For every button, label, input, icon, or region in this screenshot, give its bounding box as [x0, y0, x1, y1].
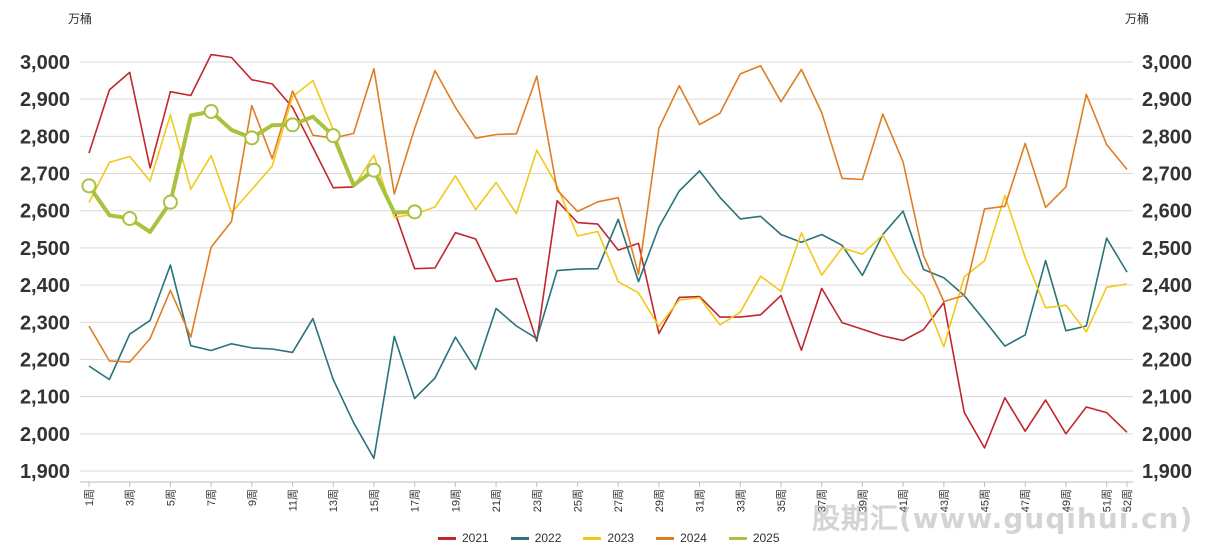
y-tick-label-left: 2,600: [20, 201, 70, 223]
y-tick-label-right: 2,300: [1142, 312, 1192, 334]
x-tick-label: 37周: [816, 489, 829, 512]
legend-swatch: [728, 536, 747, 540]
x-tick-label: 41周: [897, 489, 910, 512]
x-tick-label: 29周: [653, 489, 666, 512]
legend-item-2022: 2022: [510, 531, 562, 545]
legend-item-2025: 2025: [728, 531, 780, 545]
watermark: 股期汇(www.guqihui.cn): [812, 502, 1194, 535]
legend-label: 2024: [680, 531, 707, 545]
x-tick-label: 3周: [124, 489, 137, 506]
y-tick-label-right: 2,100: [1142, 387, 1192, 409]
y-tick-label-right: 2,900: [1142, 89, 1192, 111]
x-tick-label: 13周: [327, 489, 340, 512]
y-tick-label-left: 2,400: [20, 275, 70, 297]
legend: 2021 2022 2023 2024 2025: [438, 531, 780, 545]
x-axis: 1周 3周 5周 7周 9周 11周 13周 15周 17周 19周 21周 23周 25周 27周 29周…: [80, 481, 1134, 512]
x-tick-label: 39周: [856, 489, 869, 512]
series-line-2022: [88, 170, 1128, 460]
point-marker-2025: [122, 211, 138, 227]
x-tick-label: 47周: [1019, 489, 1032, 512]
series-markers: [81, 103, 423, 227]
x-tick-label: 11周: [287, 489, 300, 511]
y-tick-label-left: 2,000: [20, 424, 70, 446]
y-axis-left: 1,900 2,000 2,100 2,200 2,300 2,400 2,500 2,600…: [20, 52, 70, 483]
y-tick-label-right: 2,000: [1142, 424, 1192, 446]
y-tick-label-left: 2,200: [20, 349, 70, 371]
point-marker-2025: [285, 117, 301, 133]
x-tick-label: 52周: [1121, 489, 1134, 512]
point-marker-2025: [325, 128, 341, 144]
legend-label: 2025: [752, 531, 780, 545]
y-axis-right: 1,900 2,000 2,100 2,200 2,300 2,400 2,500 2,600…: [1142, 52, 1192, 483]
legend-swatch: [438, 536, 456, 540]
y-tick-label-right: 2,500: [1142, 238, 1192, 260]
x-tick-label: 33周: [734, 489, 747, 512]
x-tick-label: 35周: [775, 489, 788, 512]
point-marker-2025: [162, 194, 178, 210]
x-tick-label: 9周: [246, 489, 259, 506]
legend-item-2021: 2021: [438, 531, 489, 545]
legend-label: 2023: [607, 531, 635, 545]
legend-item-2023: 2023: [583, 531, 634, 545]
y-tick-label-left: 2,900: [20, 89, 70, 111]
x-tick-label: 43周: [938, 489, 951, 512]
series-line-2021: [88, 53, 1128, 449]
x-tick-label: 31周: [694, 489, 707, 512]
x-tick-label: 27周: [612, 489, 625, 512]
x-tick-label: 45周: [979, 489, 992, 512]
x-tick-label: 49周: [1060, 489, 1073, 512]
y-tick-label-left: 2,300: [20, 312, 70, 334]
y-tick-label-right: 3,000: [1142, 52, 1192, 74]
x-tick-label: 1周: [83, 489, 96, 506]
legend-swatch: [656, 536, 675, 540]
y-tick-label-left: 3,000: [20, 52, 70, 74]
legend-swatch: [510, 536, 529, 540]
point-marker-2025: [407, 204, 423, 220]
y-tick-label-right: 2,800: [1142, 126, 1192, 148]
y-axis-unit-right: 万桶: [1125, 12, 1150, 26]
y-tick-label-left: 2,800: [20, 126, 70, 148]
x-tick-label: 15周: [368, 489, 381, 512]
y-tick-label-left: 2,500: [20, 238, 70, 260]
legend-label: 2021: [462, 531, 489, 545]
y-tick-label-right: 2,200: [1142, 349, 1192, 371]
x-tick-label: 17周: [409, 489, 422, 512]
point-marker-2025: [366, 162, 382, 178]
x-tick-label: 21周: [490, 489, 503, 512]
x-tick-label: 25周: [571, 489, 584, 512]
grid: [80, 61, 1133, 472]
series-lines: [87, 53, 1128, 460]
x-tick-label: 19周: [449, 489, 462, 512]
series-line-2023: [88, 79, 1128, 348]
x-tick-label: 7周: [205, 489, 218, 506]
y-tick-label-right: 1,900: [1142, 461, 1192, 483]
y-axis-unit-left: 万桶: [68, 12, 93, 26]
y-tick-label-left: 2,100: [20, 387, 70, 409]
y-tick-label-left: 1,900: [20, 461, 70, 483]
point-marker-2025: [244, 130, 260, 146]
y-tick-label-right: 2,700: [1142, 164, 1192, 186]
y-tick-label-right: 2,400: [1142, 275, 1192, 297]
y-tick-label-right: 2,600: [1142, 201, 1192, 223]
legend-label: 2022: [534, 531, 562, 545]
point-marker-2025: [203, 103, 219, 119]
legend-item-2024: 2024: [656, 531, 707, 545]
x-tick-label: 23周: [531, 489, 544, 512]
series-line-2024: [88, 64, 1128, 363]
x-tick-label: 5周: [164, 489, 177, 506]
point-marker-2025: [81, 178, 97, 194]
legend-swatch: [583, 536, 602, 540]
series-line-2025: [87, 109, 415, 234]
y-tick-label-left: 2,700: [20, 164, 70, 186]
x-tick-label: 51周: [1101, 489, 1114, 512]
